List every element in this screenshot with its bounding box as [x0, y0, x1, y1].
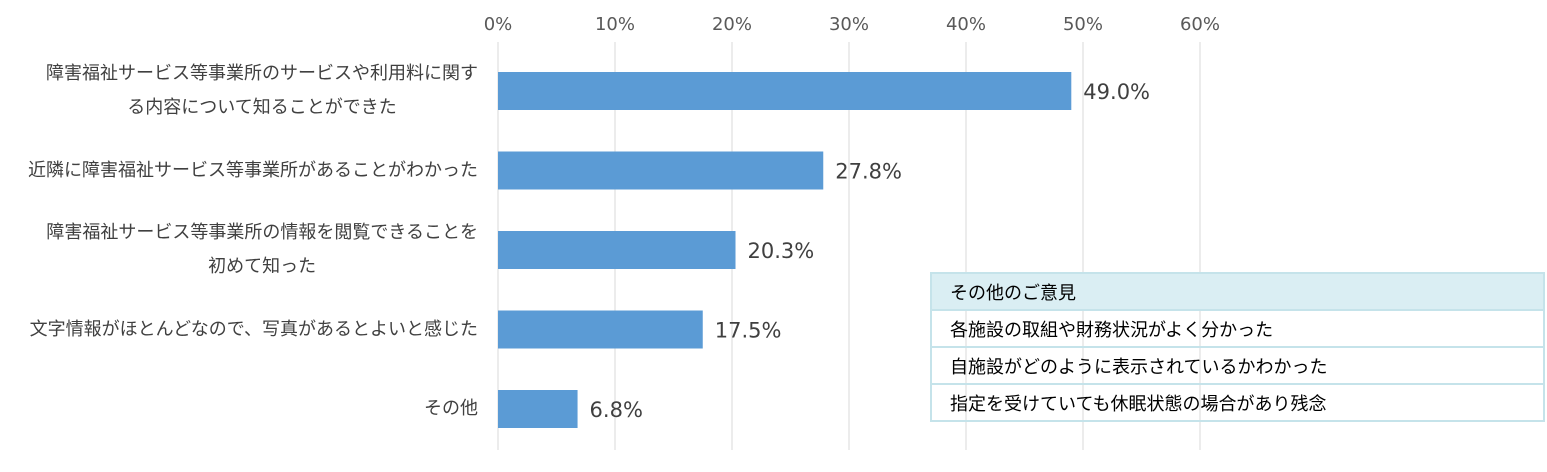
- data-label: 6.8%: [590, 398, 643, 422]
- data-label: 49.0%: [1083, 80, 1150, 104]
- x-tick-label: 30%: [829, 14, 869, 35]
- comments-table: その他のご意見 各施設の取組や財務状況がよく分かった 自施設がどのように表示され…: [930, 272, 1545, 422]
- x-tick-label: 0%: [484, 14, 513, 35]
- table-header: その他のご意見: [930, 272, 1545, 311]
- table-row: 指定を受けていても休眠状態の場合があり残念: [930, 383, 1545, 422]
- category-label: 近隣に障害福祉サービス等事業所があることがわかった: [28, 159, 478, 181]
- bar: [498, 231, 736, 269]
- category-label: 文字情報がほとんどなので、写真があるとよいと感じた: [29, 318, 478, 340]
- category-label: 障害福祉サービス等事業所のサービスや利用料に関す る内容について知ることができた: [46, 63, 478, 118]
- x-tick-label: 10%: [595, 14, 635, 35]
- bar: [498, 390, 578, 428]
- x-tick-label: 20%: [712, 14, 752, 35]
- table-row: 各施設の取組や財務状況がよく分かった: [930, 309, 1545, 348]
- category-label: 障害福祉サービス等事業所の情報を閲覧できることを 初めて知った: [46, 222, 478, 277]
- bar: [498, 72, 1072, 110]
- table-cell: 自施設がどのように表示されているかわかった: [930, 346, 1545, 385]
- bar: [498, 310, 703, 349]
- data-label: 27.8%: [835, 160, 902, 184]
- table-cell: 指定を受けていても休眠状態の場合があり残念: [930, 383, 1545, 422]
- x-tick-label: 60%: [1180, 14, 1220, 35]
- data-label: 17.5%: [715, 319, 782, 343]
- x-tick-label: 50%: [1063, 14, 1103, 35]
- table-cell: 各施設の取組や財務状況がよく分かった: [930, 309, 1545, 348]
- table-row: 自施設がどのように表示されているかわかった: [930, 346, 1545, 385]
- x-tick-label: 40%: [946, 14, 986, 35]
- table-header-row: その他のご意見: [930, 272, 1545, 311]
- data-label: 20.3%: [748, 239, 815, 263]
- bar: [498, 151, 824, 190]
- category-label: その他: [424, 398, 478, 419]
